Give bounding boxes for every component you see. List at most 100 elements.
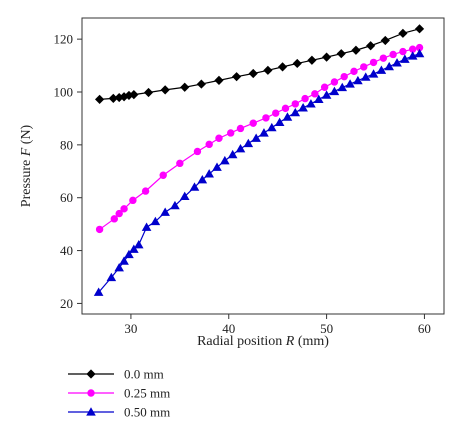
data-point [340, 72, 348, 81]
data-point [399, 47, 407, 56]
data-point [129, 90, 139, 100]
data-point [360, 72, 371, 81]
data-point [398, 28, 408, 38]
y-tick-label: 80 [60, 137, 73, 152]
data-point [337, 82, 348, 92]
data-point [282, 112, 293, 121]
data-point [415, 43, 424, 52]
data-point [133, 239, 144, 249]
data-point [291, 100, 299, 108]
data-point [197, 174, 208, 184]
x-tick-label: 50 [320, 321, 333, 336]
legend-item: 0.0 mm [68, 367, 164, 382]
legend: 0.0 mm 0.25 mm 0.50 mm [68, 367, 170, 420]
data-point [196, 79, 206, 89]
data-point [366, 41, 376, 51]
data-point [93, 287, 104, 296]
series-triangle [93, 48, 425, 296]
data-point [307, 55, 317, 65]
series-diamond [95, 24, 425, 104]
series-circle [95, 43, 424, 234]
data-point [408, 45, 417, 53]
data-point [180, 82, 190, 92]
data-point [321, 52, 332, 62]
y-tick-label: 100 [54, 85, 74, 100]
data-point [389, 50, 397, 59]
data-point [384, 61, 395, 71]
data-point [290, 107, 301, 117]
data-point [369, 58, 378, 67]
data-point [248, 68, 258, 79]
plot-area [81, 17, 445, 315]
data-point [204, 169, 214, 178]
legend-label: 0.25 mm [124, 386, 170, 401]
data-point [159, 171, 167, 179]
data-point [212, 162, 222, 171]
legend-item: 0.25 mm [68, 386, 170, 401]
data-point [95, 94, 105, 104]
data-point [150, 216, 161, 226]
x-tick-label: 60 [418, 321, 431, 336]
data-point [345, 79, 355, 88]
data-point [351, 45, 361, 55]
data-point [231, 72, 242, 82]
data-point [313, 94, 324, 103]
x-tick-label: 30 [124, 321, 137, 336]
data-point [160, 207, 170, 216]
data-point [86, 407, 96, 416]
y-axis-title: Pressure F (N) [19, 124, 34, 207]
data-point [189, 182, 200, 191]
data-point [119, 92, 129, 102]
legend-label: 0.0 mm [124, 367, 164, 382]
data-point [414, 24, 425, 34]
data-point [141, 187, 150, 195]
data-point [160, 85, 170, 95]
data-point [114, 262, 124, 272]
y-tick-label: 20 [60, 296, 73, 311]
data-point [227, 149, 238, 159]
data-point [301, 94, 309, 103]
data-point [86, 369, 96, 379]
data-point [368, 69, 379, 78]
data-point [95, 225, 104, 234]
data-point [329, 86, 340, 96]
data-point [330, 78, 339, 86]
data-point [407, 51, 418, 60]
legend-item: 0.50 mm [68, 405, 170, 420]
data-point [193, 147, 202, 156]
data-point [320, 83, 329, 91]
series-layer [93, 24, 425, 296]
data-point [400, 54, 410, 63]
legend-label: 0.50 mm [124, 405, 170, 420]
data-point [227, 129, 235, 137]
data-point [170, 200, 180, 210]
data-point [272, 109, 280, 117]
data-point [392, 58, 402, 67]
data-point [176, 159, 184, 168]
data-point [353, 75, 363, 85]
data-point [243, 138, 254, 148]
data-point [259, 128, 269, 137]
data-point [249, 119, 257, 127]
data-point [306, 99, 316, 108]
data-point [215, 134, 223, 142]
data-point [274, 117, 285, 126]
series-line [98, 53, 420, 293]
data-point [380, 35, 390, 46]
data-point [108, 93, 118, 103]
data-point [262, 114, 270, 122]
data-point [179, 191, 190, 200]
data-point [124, 90, 134, 101]
data-point [321, 90, 332, 99]
data-point [205, 140, 213, 149]
data-point [414, 48, 425, 58]
data-point [119, 256, 129, 265]
data-point [281, 104, 290, 113]
data-point [129, 244, 139, 253]
x-tick-label: 40 [222, 321, 235, 336]
y-tick-label: 40 [60, 243, 73, 258]
data-point [106, 272, 117, 282]
y-tick-label: 60 [60, 190, 73, 205]
data-point [267, 122, 277, 132]
